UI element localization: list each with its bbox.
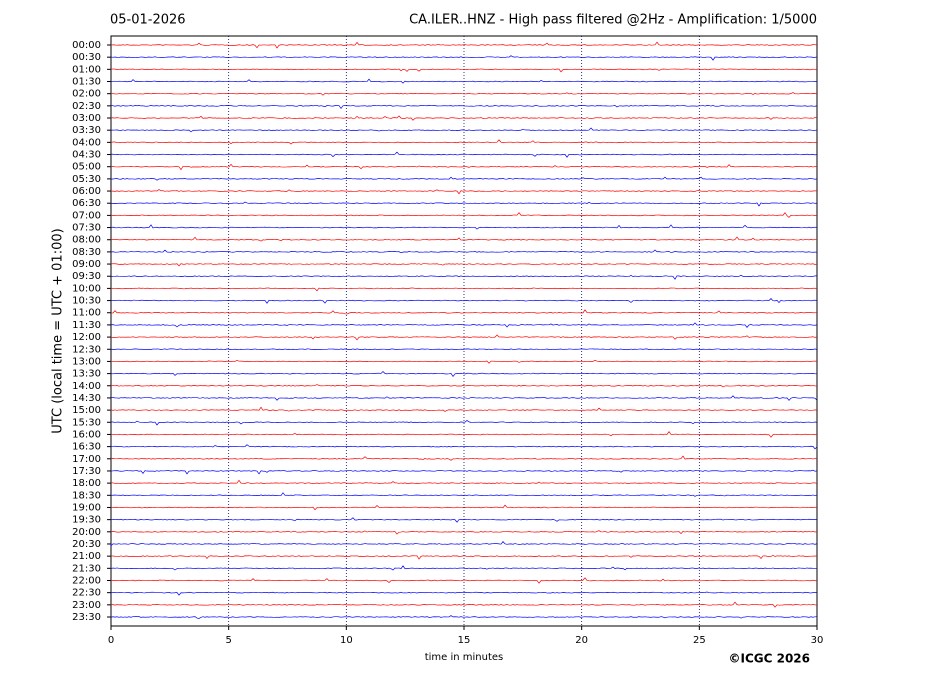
y-tick-label: 22:00 — [72, 575, 101, 586]
trace — [110, 431, 818, 438]
y-tick-label: 01:30 — [72, 77, 101, 88]
y-tick-label: 23:00 — [72, 600, 101, 611]
trace — [110, 151, 818, 158]
chart-date: 05-01-2026 — [110, 13, 186, 28]
y-axis-label: UTC (local time = UTC + 01:00) — [51, 228, 66, 433]
x-axis-label: time in minutes — [425, 652, 504, 663]
trace — [110, 309, 818, 315]
x-tick-label: 10 — [340, 635, 353, 646]
y-tick-label: 23:30 — [72, 612, 101, 623]
y-tick-label: 11:00 — [72, 308, 101, 319]
y-tick-label: 07:00 — [72, 210, 101, 221]
y-tick-label: 22:30 — [72, 588, 101, 599]
trace — [110, 274, 818, 280]
trace — [110, 189, 818, 195]
trace — [110, 163, 818, 171]
y-tick-label: 04:30 — [72, 150, 101, 161]
trace — [110, 41, 818, 49]
trace — [110, 455, 818, 461]
chart-title: CA.ILER..HNZ - High pass filtered @2Hz -… — [409, 13, 817, 28]
trace — [110, 371, 818, 378]
trace — [110, 591, 818, 596]
x-tick-label: 5 — [225, 635, 231, 646]
y-tick-label: 05:30 — [72, 174, 101, 185]
trace — [110, 577, 818, 584]
y-tick-label: 07:30 — [72, 223, 101, 234]
trace — [110, 554, 818, 560]
trace — [110, 236, 818, 242]
trace — [110, 249, 818, 254]
x-tick-label: 15 — [458, 635, 471, 646]
trace — [110, 395, 818, 401]
y-tick-label: 04:00 — [72, 137, 101, 148]
credit: ©ICGC 2026 — [728, 652, 810, 666]
y-tick-label: 13:30 — [72, 369, 101, 380]
y-tick-label: 13:00 — [72, 356, 101, 367]
y-tick-label: 12:30 — [72, 344, 101, 355]
trace — [110, 444, 818, 450]
trace — [110, 224, 818, 230]
trace — [110, 92, 818, 96]
y-tick-label: 08:30 — [72, 247, 101, 258]
y-tick-label: 10:00 — [72, 283, 101, 294]
y-tick-label: 20:30 — [72, 539, 101, 550]
y-tick-label: 10:30 — [72, 296, 101, 307]
trace — [110, 615, 818, 619]
trace — [110, 384, 818, 388]
trace — [110, 263, 818, 267]
trace — [110, 139, 818, 145]
y-tick-label: 19:00 — [72, 502, 101, 513]
y-tick-label: 15:00 — [72, 405, 101, 416]
y-tick-label: 00:00 — [72, 40, 101, 51]
trace — [110, 406, 818, 412]
y-tick-label: 18:30 — [72, 490, 101, 501]
trace — [110, 601, 818, 608]
trace — [110, 565, 818, 571]
trace — [110, 469, 818, 475]
trace — [110, 359, 818, 364]
y-tick-label: 03:00 — [72, 113, 101, 124]
y-tick-label: 15:30 — [72, 417, 101, 428]
trace — [110, 201, 818, 207]
y-tick-label: 09:30 — [72, 271, 101, 282]
y-tick-label: 17:30 — [72, 466, 101, 477]
y-tick-label: 16:30 — [72, 442, 101, 453]
y-tick-label: 17:00 — [72, 454, 101, 465]
trace — [110, 115, 818, 121]
y-tick-label: 02:30 — [72, 101, 101, 112]
y-tick-label: 16:00 — [72, 429, 101, 440]
trace — [110, 348, 818, 351]
trace — [110, 420, 818, 426]
x-tick-label: 20 — [575, 635, 588, 646]
x-tick-label: 30 — [811, 635, 824, 646]
y-tick-label: 14:00 — [72, 381, 101, 392]
y-tick-label: 02:00 — [72, 89, 101, 100]
y-tick-label: 21:30 — [72, 563, 101, 574]
y-tick-label: 06:30 — [72, 198, 101, 209]
trace — [110, 322, 818, 328]
x-tick-label: 25 — [693, 635, 706, 646]
y-tick-label: 18:00 — [72, 478, 101, 489]
y-tick-label: 09:00 — [72, 259, 101, 270]
y-tick-label: 12:00 — [72, 332, 101, 343]
trace — [110, 176, 818, 181]
y-tick-label: 08:00 — [72, 235, 101, 246]
y-tick-label: 06:00 — [72, 186, 101, 197]
y-tick-label: 03:30 — [72, 125, 101, 136]
y-tick-label: 19:30 — [72, 515, 101, 526]
y-tick-label: 11:30 — [72, 320, 101, 331]
y-tick-label: 14:30 — [72, 393, 101, 404]
x-tick-label: 0 — [108, 635, 114, 646]
y-tick-label: 21:00 — [72, 551, 101, 562]
y-tick-label: 00:30 — [72, 52, 101, 63]
trace — [110, 530, 818, 535]
trace — [110, 212, 818, 218]
y-tick-label: 05:00 — [72, 162, 101, 173]
y-tick-label: 01:00 — [72, 64, 101, 75]
y-tick-label: 20:00 — [72, 527, 101, 538]
